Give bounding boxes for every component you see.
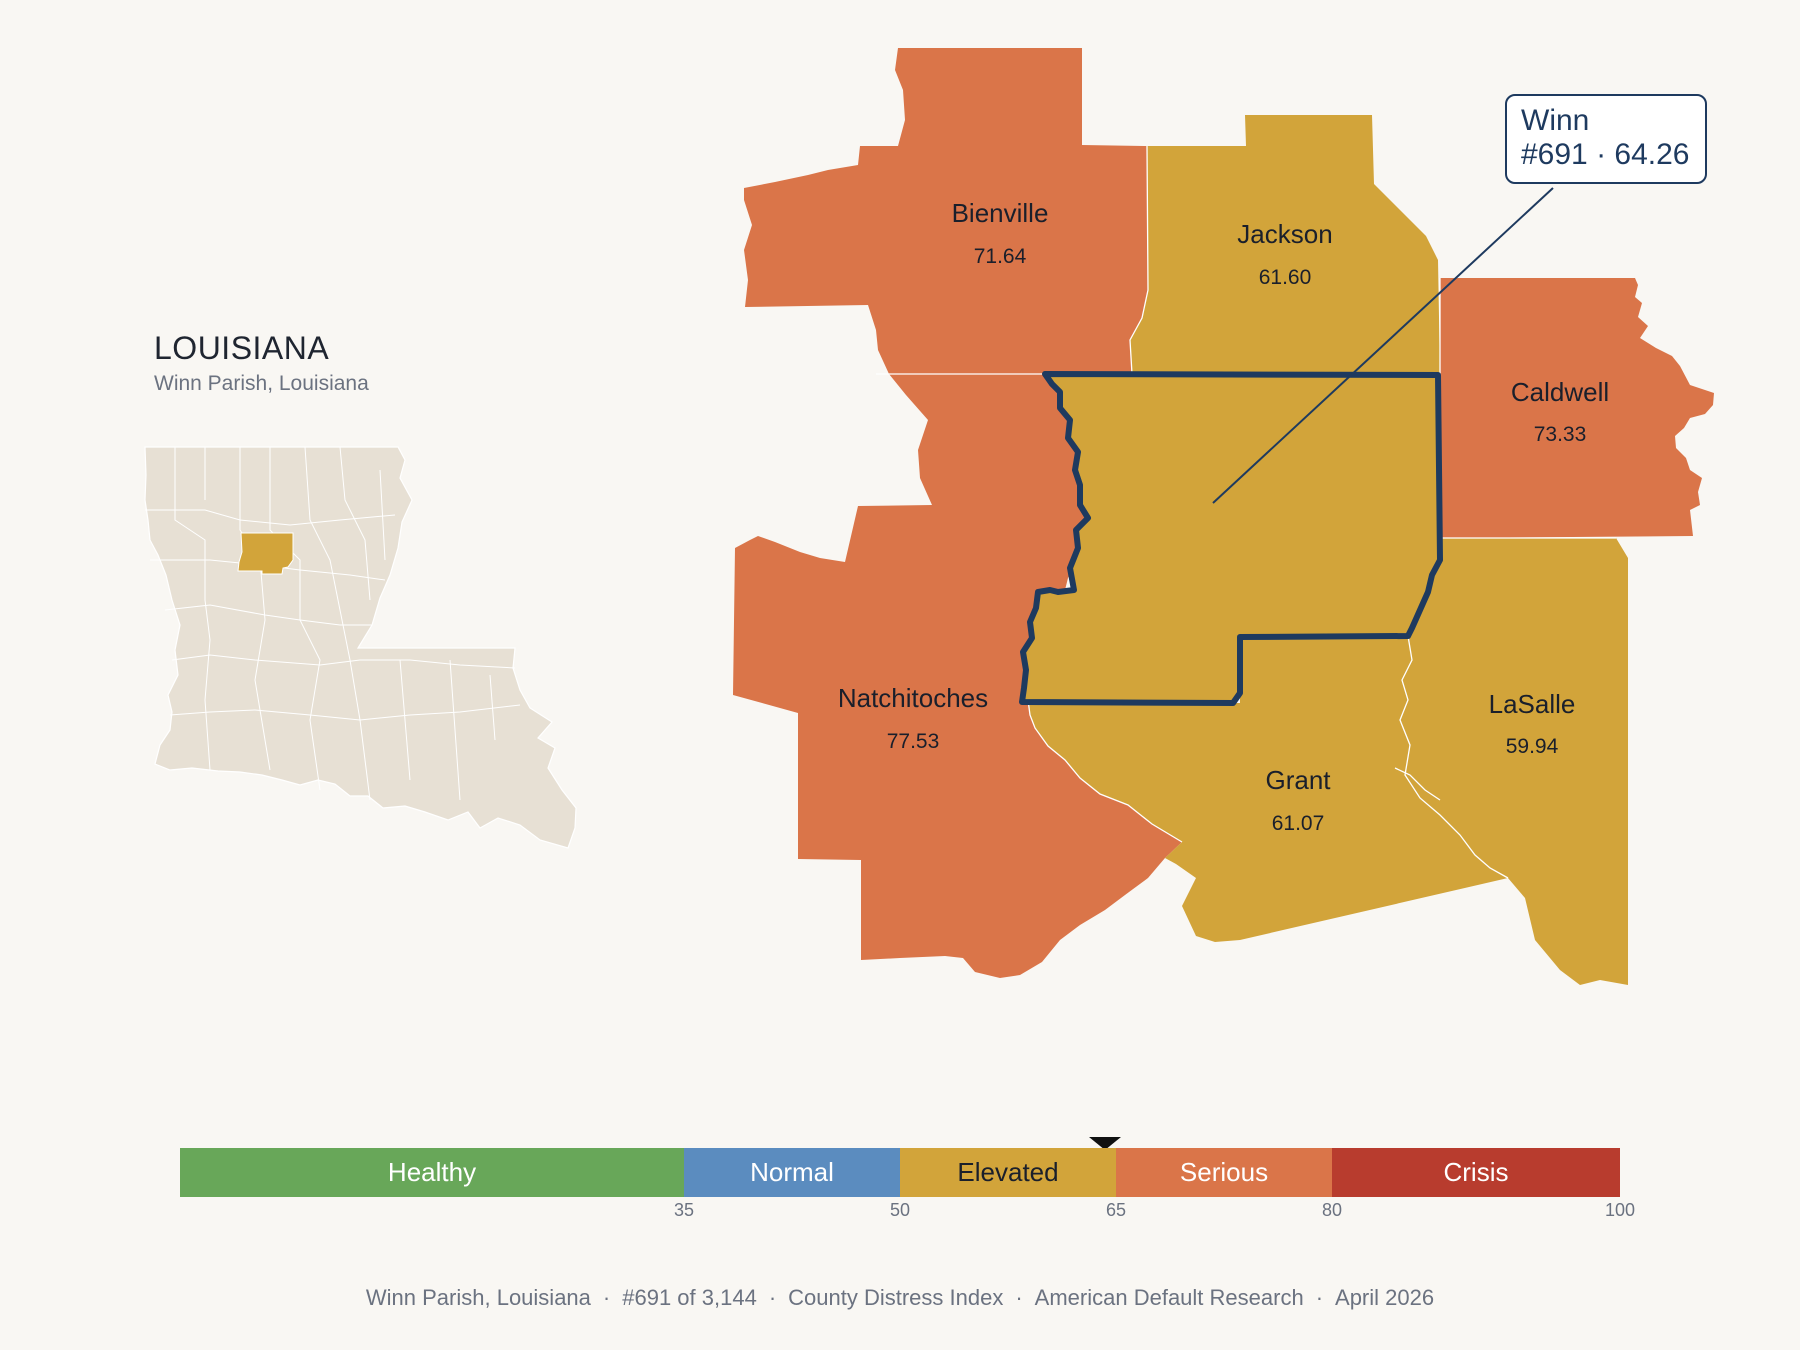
label-caldwell-name: Caldwell xyxy=(1511,377,1609,407)
callout-county-name: Winn xyxy=(1521,104,1590,137)
locator-winn-highlight xyxy=(237,532,294,575)
scale-segment-elevated: Elevated xyxy=(900,1148,1116,1197)
scale-segment-crisis: Crisis xyxy=(1332,1148,1620,1197)
louisiana-locator-map xyxy=(144,446,577,849)
county-jackson xyxy=(1130,115,1440,374)
county-winn[interactable] xyxy=(1019,371,1443,706)
label-bienville-name: Bienville xyxy=(952,198,1049,228)
callout-leader-line xyxy=(1212,187,1554,504)
scale-tick-80: 80 xyxy=(1321,1200,1343,1220)
scale-tick-50: 50 xyxy=(889,1200,911,1220)
label-grant-value: 61.07 xyxy=(1272,812,1325,835)
label-natchitoches-name: Natchitoches xyxy=(838,683,988,713)
footer-parish: Winn Parish, Louisiana xyxy=(365,1285,591,1310)
footer-separator: · xyxy=(768,1285,777,1310)
label-bienville-value: 71.64 xyxy=(974,245,1027,268)
state-title: LOUISIANA xyxy=(154,330,330,366)
footer-rank: #691 of 3,144 xyxy=(622,1285,757,1310)
callout-rank-score: #691 · 64.26 xyxy=(1521,138,1690,171)
scale-segment-normal: Normal xyxy=(684,1148,900,1197)
county-caldwell[interactable] xyxy=(1440,278,1714,538)
county-lasalle[interactable] xyxy=(1400,538,1628,985)
label-lasalle-name: LaSalle xyxy=(1489,689,1576,719)
scale-tick-65: 65 xyxy=(1105,1200,1127,1220)
footer-index-name: County Distress Index xyxy=(788,1285,1004,1310)
label-grant-name: Grant xyxy=(1265,765,1331,795)
label-natchitoches-value: 77.53 xyxy=(887,730,940,753)
scale-tick-100: 100 xyxy=(1604,1200,1636,1220)
county-natchitoches[interactable] xyxy=(733,374,1182,978)
county-grant[interactable] xyxy=(1022,636,1508,942)
label-jackson-value: 61.60 xyxy=(1259,266,1312,289)
scale-marker-icon xyxy=(1089,1137,1121,1150)
locator-parish-lines xyxy=(145,446,521,801)
parish-boundaries xyxy=(876,145,1616,879)
footer-separator: · xyxy=(602,1285,611,1310)
winn-callout: Winn #691 · 64.26 xyxy=(1505,94,1707,184)
label-jackson-name: Jackson xyxy=(1237,219,1332,249)
footer-separator: · xyxy=(1015,1285,1023,1310)
scale-tick-35: 35 xyxy=(673,1200,695,1220)
footer-date: April 2026 xyxy=(1335,1285,1435,1310)
label-caldwell-value: 73.33 xyxy=(1534,423,1587,446)
label-lasalle-value: 59.94 xyxy=(1506,735,1559,758)
footer-separator: · xyxy=(1315,1285,1324,1310)
scale-segment-serious: Serious xyxy=(1116,1148,1332,1197)
scale-segment-healthy: Healthy xyxy=(180,1148,684,1197)
distress-scale-bar: Healthy Normal Elevated Serious Crisis xyxy=(180,1148,1620,1197)
footer: Winn Parish, Louisiana · #691 of 3,144 · Cou… xyxy=(0,1285,1800,1311)
footer-publisher: American Default Research xyxy=(1034,1285,1304,1310)
county-bienville[interactable] xyxy=(744,48,1148,374)
state-subtitle: Winn Parish, Louisiana xyxy=(154,372,369,395)
